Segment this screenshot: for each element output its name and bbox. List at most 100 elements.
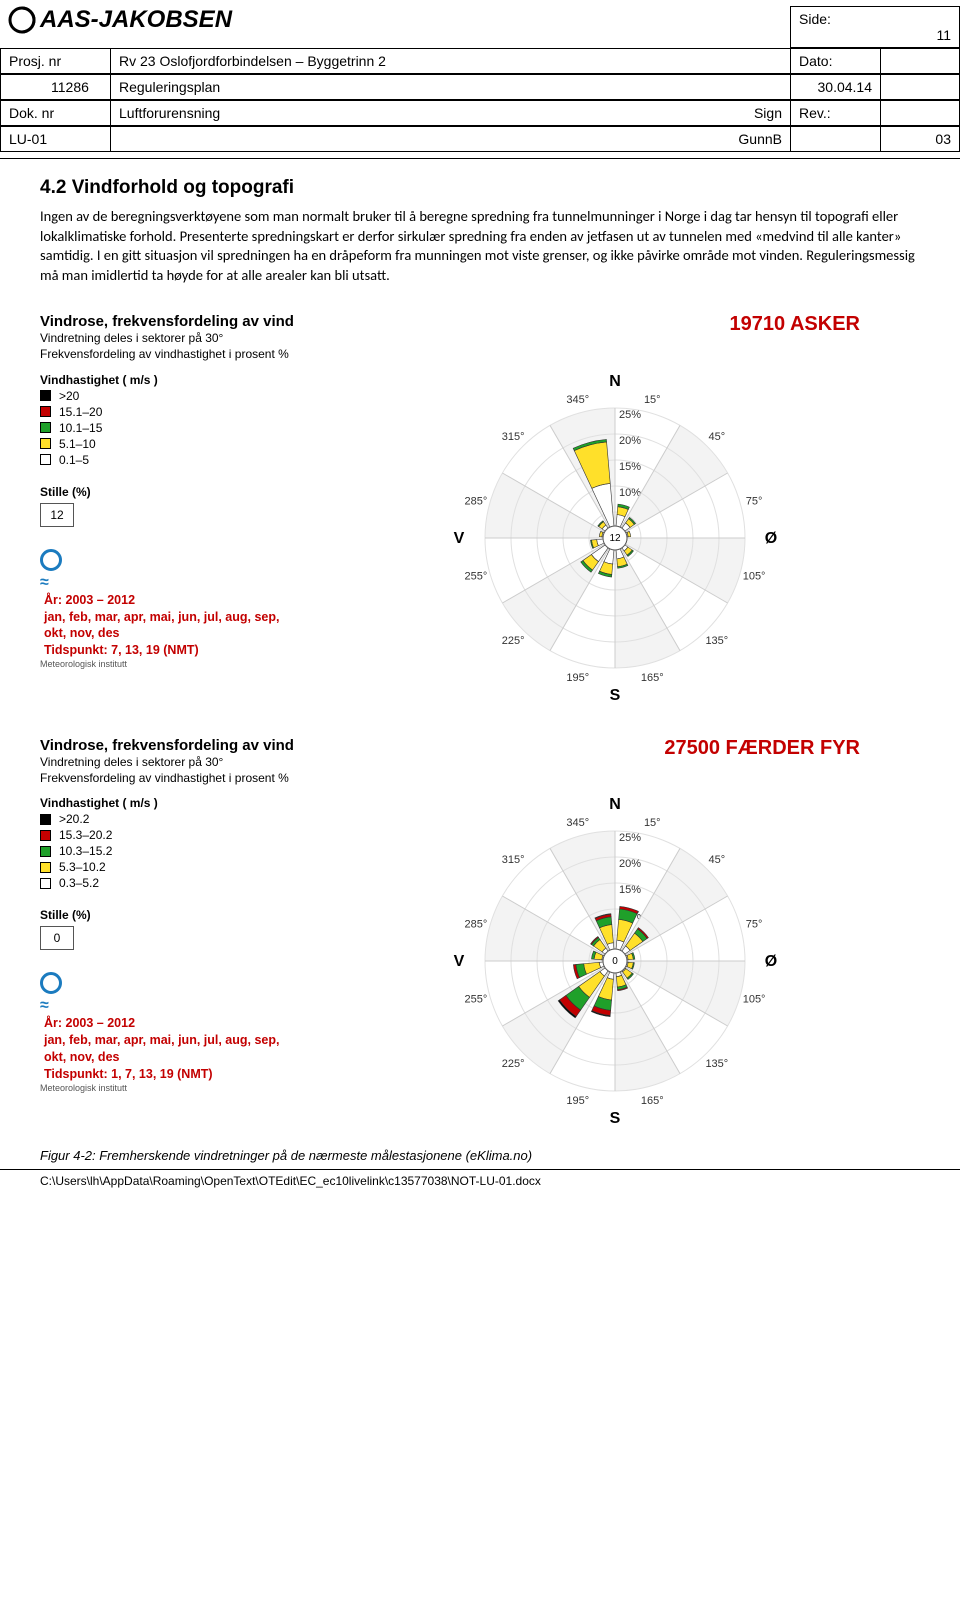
svg-text:15%: 15% <box>619 884 641 896</box>
swatch-low-icon <box>40 454 51 465</box>
section-heading: 4.2 Vindforhold og topografi <box>40 177 920 199</box>
side-box: Side: 11 <box>790 6 960 48</box>
period-years: År: 2003 – 2012 <box>44 1015 280 1032</box>
windrose-chart: 25%20%15%10%1215°45°75°105°135°165°195°2… <box>415 363 815 713</box>
rose-title: Vindrose, frekvensfordeling av vind <box>40 313 730 330</box>
met-logo: ≈ År: 2003 – 2012 jan, feb, mar, apr, ma… <box>40 972 280 1093</box>
svg-text:20%: 20% <box>619 435 641 447</box>
legend-title: Vindhastighet ( m/s ) <box>40 796 280 810</box>
period-months: jan, feb, mar, apr, mai, jun, jul, aug, … <box>44 1032 280 1066</box>
legend-title: Vindhastighet ( m/s ) <box>40 373 280 387</box>
header-row-4: LU-01 GunnB 03 <box>0 126 960 152</box>
svg-text:75°: 75° <box>746 919 763 931</box>
legend-row: 5.1–10 <box>40 437 280 451</box>
svg-text:Ø: Ø <box>765 530 777 547</box>
windrose-asker: Vindrose, frekvensfordeling av vind Vind… <box>0 295 960 718</box>
swatch-low-icon <box>40 878 51 889</box>
proj-sub: Reguleringsplan <box>110 74 790 100</box>
legend-row: 15.3–20.2 <box>40 828 280 842</box>
windrose-faerder: Vindrose, frekvensfordeling av vind Vind… <box>0 719 960 1142</box>
svg-text:S: S <box>610 687 621 704</box>
legend-row: >20 <box>40 389 280 403</box>
section-paragraph: Ingen av de beregningsverktøyene som man… <box>40 207 920 285</box>
legend-row: 0.3–5.2 <box>40 876 280 890</box>
svg-text:15°: 15° <box>644 817 661 829</box>
svg-text:165°: 165° <box>641 672 664 684</box>
page-number: 11 <box>799 27 951 43</box>
met-circle-icon <box>40 549 62 571</box>
rose-sub2: Frekvensfordeling av vindhastighet i pro… <box>40 346 730 362</box>
svg-text:25%: 25% <box>619 832 641 844</box>
legend-row: >20.2 <box>40 812 280 826</box>
svg-text:Ø: Ø <box>765 953 777 970</box>
legend-row: 10.3–15.2 <box>40 844 280 858</box>
svg-text:345°: 345° <box>566 817 589 829</box>
blank <box>880 74 960 100</box>
swatch-mid-icon <box>40 438 51 449</box>
proj-title: Rv 23 Oslofjordforbindelsen – Byggetrinn… <box>110 48 790 74</box>
dato-value: 30.04.14 <box>790 74 880 100</box>
svg-text:105°: 105° <box>743 570 766 582</box>
section-content: 4.2 Vindforhold og topografi Ingen av de… <box>0 159 960 295</box>
rose-sub1: Vindretning deles i sektorer på 30° <box>40 330 730 346</box>
svg-text:135°: 135° <box>705 634 728 646</box>
document-header: AAS-JAKOBSEN Side: 11 Prosj. nr Rv 23 Os… <box>0 0 960 159</box>
met-name: Meteorologisk institutt <box>40 1083 280 1093</box>
swatch-max-icon <box>40 814 51 825</box>
svg-text:285°: 285° <box>465 495 488 507</box>
swatch-midhigh-icon <box>40 422 51 433</box>
svg-text:N: N <box>609 796 621 813</box>
legend-row: 5.3–10.2 <box>40 860 280 874</box>
svg-text:225°: 225° <box>502 1058 525 1070</box>
svg-text:225°: 225° <box>502 634 525 646</box>
svg-text:105°: 105° <box>743 993 766 1005</box>
svg-text:10%: 10% <box>619 487 641 499</box>
legend-row: 15.1–20 <box>40 405 280 419</box>
svg-text:45°: 45° <box>709 854 726 866</box>
period-time: Tidspunkt: 7, 13, 19 (NMT) <box>44 642 280 659</box>
doc-topic: Luftforurensning Sign <box>110 100 790 126</box>
swatch-midhigh-icon <box>40 846 51 857</box>
stille-value: 12 <box>40 503 74 527</box>
logo-icon <box>8 6 36 34</box>
logo-text: AAS-JAKOBSEN <box>40 6 232 34</box>
blank <box>880 100 960 126</box>
swatch-max-icon <box>40 390 51 401</box>
svg-text:315°: 315° <box>502 431 525 443</box>
company-logo: AAS-JAKOBSEN <box>0 6 232 34</box>
legend-row: 0.1–5 <box>40 453 280 467</box>
blank <box>880 48 960 74</box>
svg-text:V: V <box>454 953 465 970</box>
station-name: 27500 FÆRDER FYR <box>664 737 920 760</box>
svg-text:15%: 15% <box>619 461 641 473</box>
svg-text:20%: 20% <box>619 858 641 870</box>
stille-title: Stille (%) <box>40 908 280 922</box>
header-row-1: Prosj. nr Rv 23 Oslofjordforbindelsen – … <box>0 48 960 74</box>
rev-value: 03 <box>880 126 960 152</box>
side-label: Side: <box>799 11 831 27</box>
svg-text:195°: 195° <box>566 672 589 684</box>
legend-row: 10.1–15 <box>40 421 280 435</box>
header-row-3: Dok. nr Luftforurensning Sign Rev.: <box>0 100 960 126</box>
svg-text:S: S <box>610 1110 621 1127</box>
svg-text:15°: 15° <box>644 394 661 406</box>
svg-text:75°: 75° <box>746 495 763 507</box>
svg-text:0: 0 <box>612 956 618 967</box>
period-months: jan, feb, mar, apr, mai, jun, jul, aug, … <box>44 609 280 643</box>
period-time: Tidspunkt: 1, 7, 13, 19 (NMT) <box>44 1066 280 1083</box>
met-wave-icon: ≈ <box>40 574 49 592</box>
swatch-mid-icon <box>40 862 51 873</box>
blank <box>790 126 880 152</box>
sign-value: GunnB <box>110 126 790 152</box>
sign-label: Sign <box>754 105 782 121</box>
svg-text:45°: 45° <box>709 431 726 443</box>
figure-caption: Figur 4-2: Fremherskende vindretninger p… <box>0 1142 960 1169</box>
met-wave-icon: ≈ <box>40 997 49 1015</box>
svg-text:285°: 285° <box>465 919 488 931</box>
swatch-high-icon <box>40 406 51 417</box>
met-circle-icon <box>40 972 62 994</box>
rev-label: Rev.: <box>790 100 880 126</box>
svg-text:V: V <box>454 530 465 547</box>
svg-text:315°: 315° <box>502 854 525 866</box>
dok-nr: LU-01 <box>0 126 110 152</box>
